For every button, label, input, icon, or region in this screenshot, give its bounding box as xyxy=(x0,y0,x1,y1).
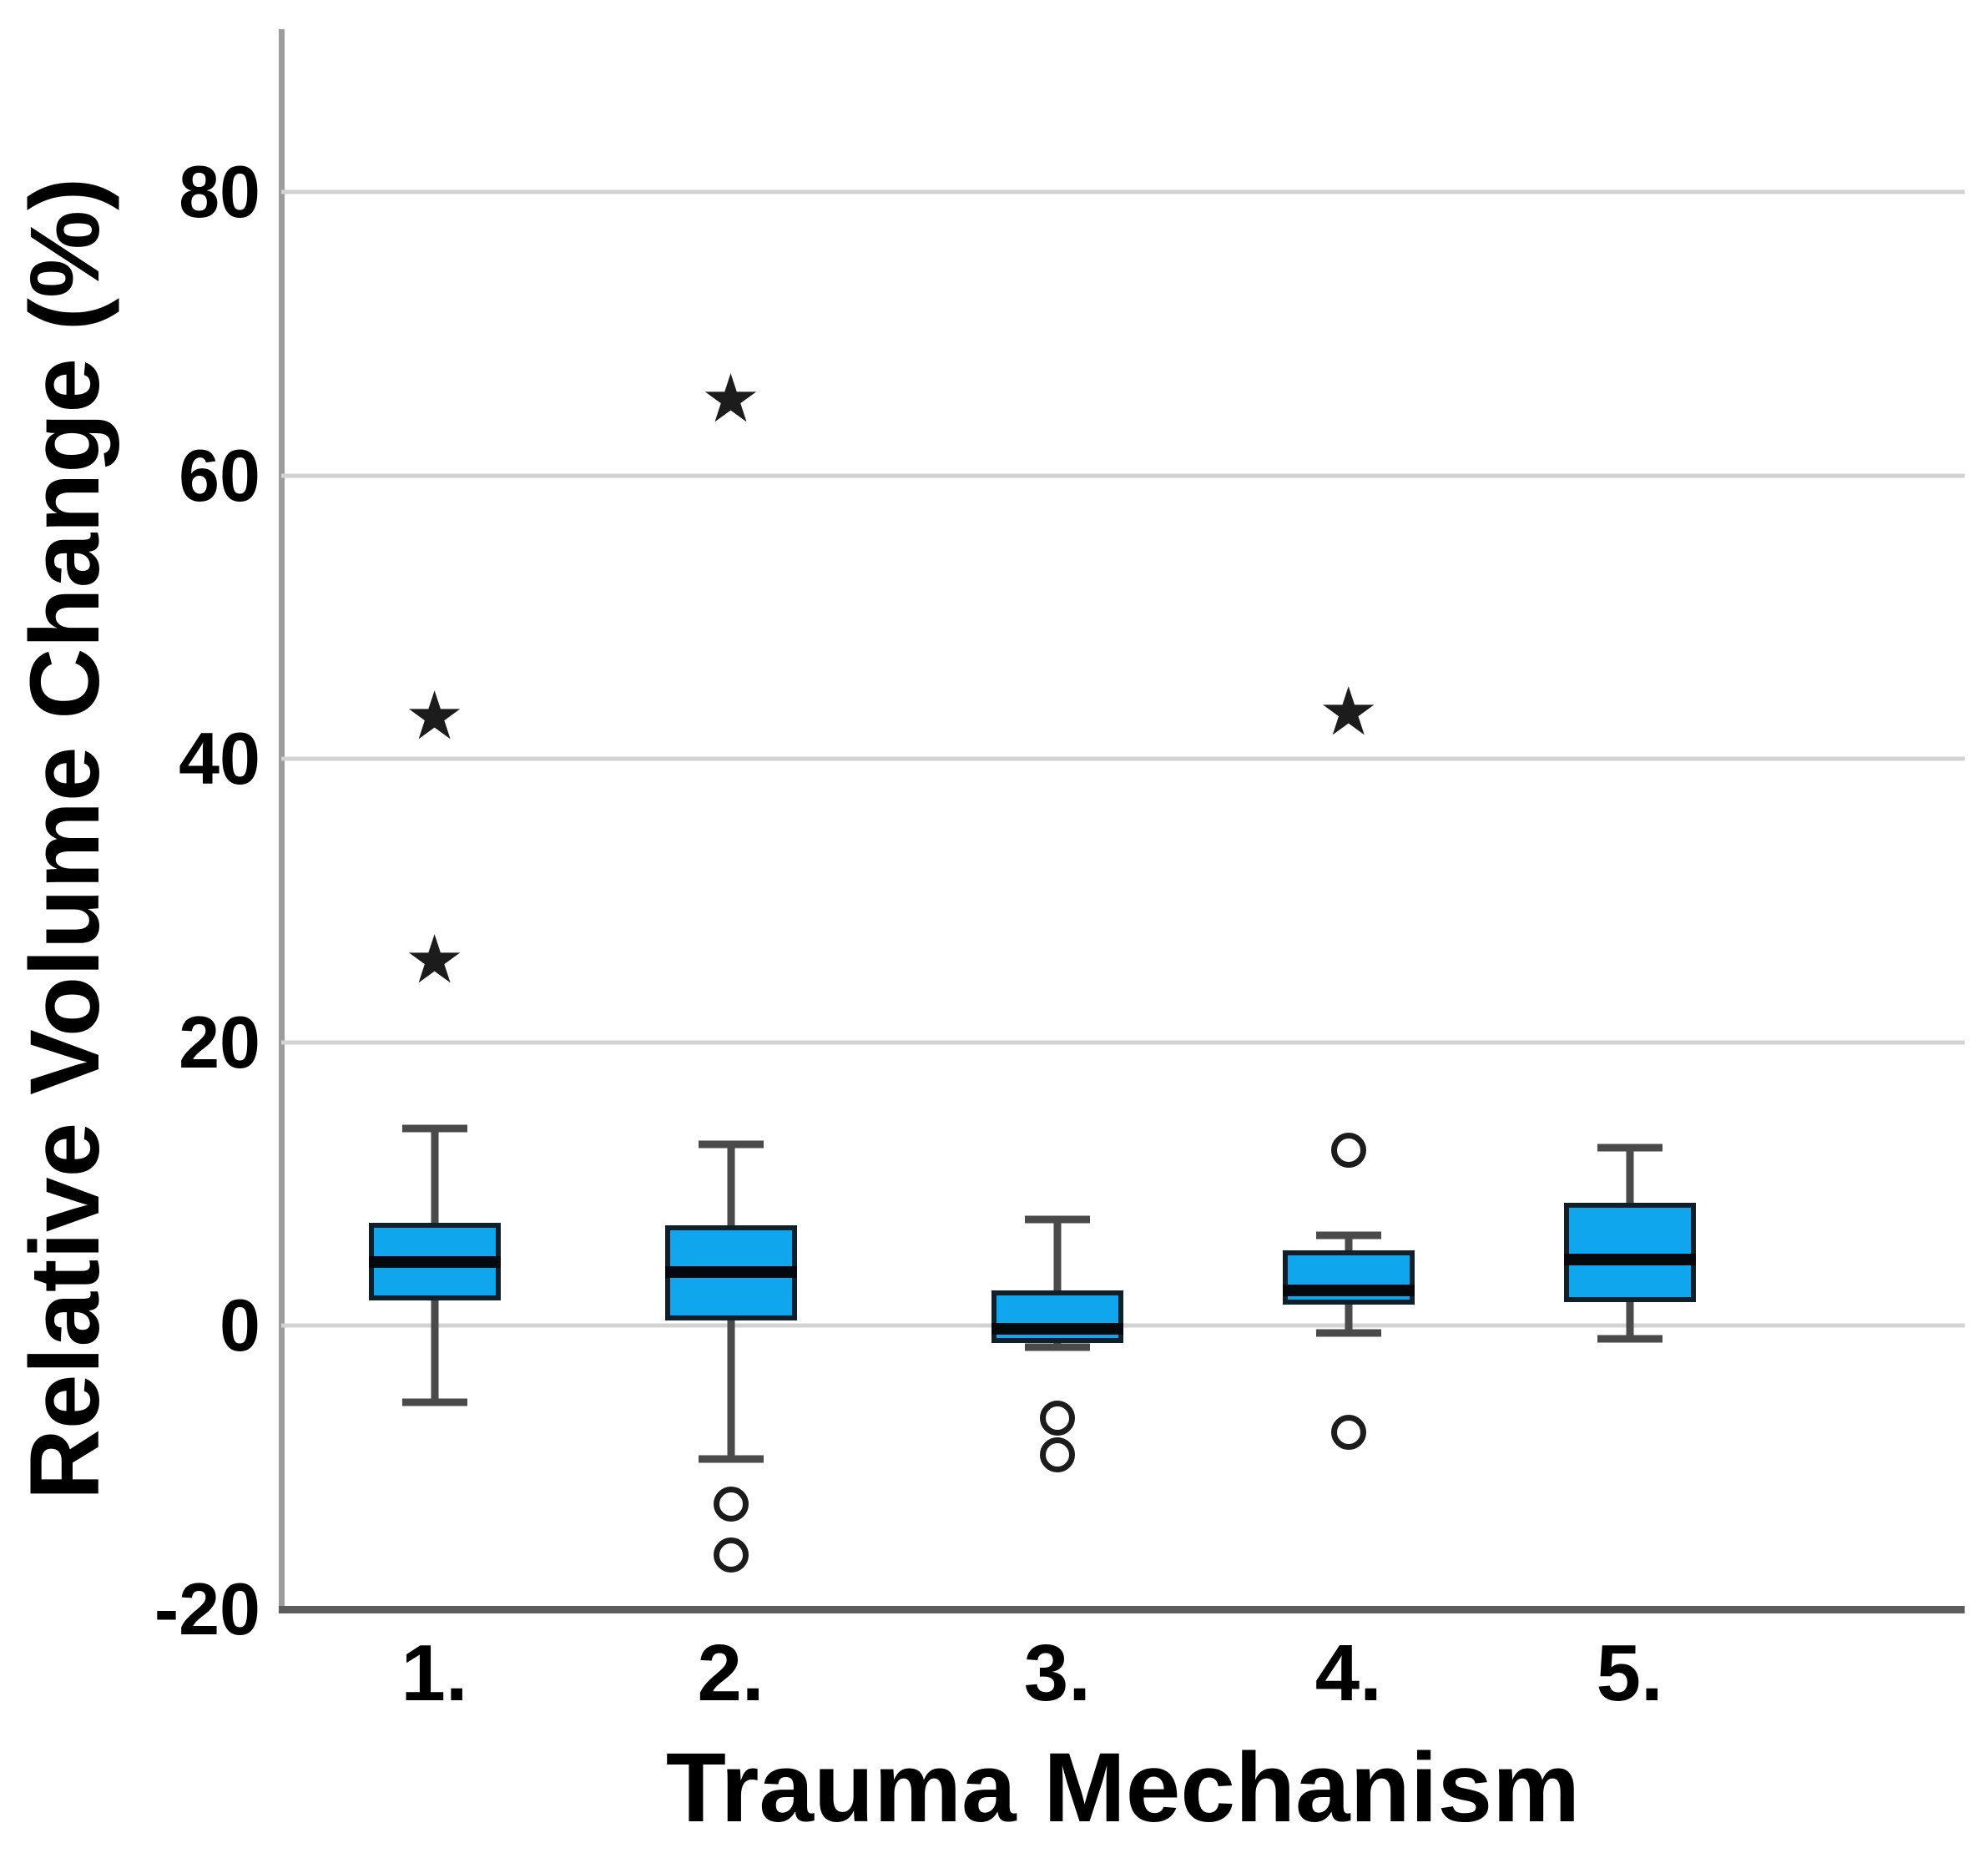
x-tick-label: 1. xyxy=(401,1628,468,1718)
whisker-cap-top xyxy=(1597,1144,1663,1152)
whisker-cap-top xyxy=(401,1124,467,1133)
gridline-40 xyxy=(281,756,1965,761)
y-tick-label: 80 xyxy=(179,150,260,234)
x-tick-label: 5. xyxy=(1596,1628,1663,1718)
y-tick-label: -20 xyxy=(154,1568,260,1650)
box xyxy=(1282,1250,1415,1305)
x-tick-label: 2. xyxy=(697,1628,764,1718)
outlier-star-icon: ★ xyxy=(404,922,465,997)
whisker-cap-bottom xyxy=(1024,1343,1090,1351)
outlier-circle-icon xyxy=(713,1487,749,1522)
outlier-circle-icon xyxy=(1039,1436,1075,1472)
y-tick-label: 40 xyxy=(179,717,260,800)
outlier-star-icon: ★ xyxy=(1318,674,1379,750)
y-tick-label: 60 xyxy=(179,433,260,517)
x-tick-label: 4. xyxy=(1314,1628,1382,1718)
gridline-20 xyxy=(281,1040,1965,1045)
median-line xyxy=(664,1265,797,1278)
gridline-60 xyxy=(281,473,1965,478)
y-tick-labels: 80 60 40 20 0 -20 xyxy=(0,29,260,1646)
whisker-stem xyxy=(1053,1219,1062,1347)
y-tick-label: 20 xyxy=(179,1000,260,1083)
whisker-cap-bottom xyxy=(1315,1329,1381,1337)
outlier-circle-icon xyxy=(1330,1132,1366,1168)
outlier-circle-icon xyxy=(713,1537,749,1573)
whisker-cap-top xyxy=(698,1140,764,1149)
box xyxy=(1563,1202,1696,1302)
x-axis-line xyxy=(279,1606,1965,1613)
outlier-star-icon: ★ xyxy=(700,361,761,437)
plot-area: ★ ★ ★ ★ xyxy=(281,29,1965,1609)
median-line xyxy=(368,1256,501,1269)
outlier-star-icon: ★ xyxy=(404,679,465,754)
median-line xyxy=(1282,1285,1415,1296)
median-line xyxy=(991,1322,1123,1335)
x-tick-label: 3. xyxy=(1023,1628,1091,1718)
whisker-cap-top xyxy=(1024,1215,1090,1224)
y-axis-line xyxy=(279,29,285,1609)
whisker-cap-bottom xyxy=(698,1455,764,1463)
outlier-circle-icon xyxy=(1039,1400,1075,1436)
whisker-cap-top xyxy=(1315,1231,1381,1240)
whisker-cap-bottom xyxy=(401,1398,467,1406)
gridline-80 xyxy=(281,189,1965,194)
y-tick-label: 0 xyxy=(219,1284,260,1367)
box xyxy=(991,1290,1123,1343)
outlier-circle-icon xyxy=(1330,1414,1366,1450)
x-axis-title: Trauma Mechanism xyxy=(665,1733,1581,1843)
whisker-cap-bottom xyxy=(1597,1335,1663,1343)
median-line xyxy=(1563,1253,1696,1265)
x-tick-labels: 1. 2. 3. 4. 5. xyxy=(281,1629,1965,1729)
